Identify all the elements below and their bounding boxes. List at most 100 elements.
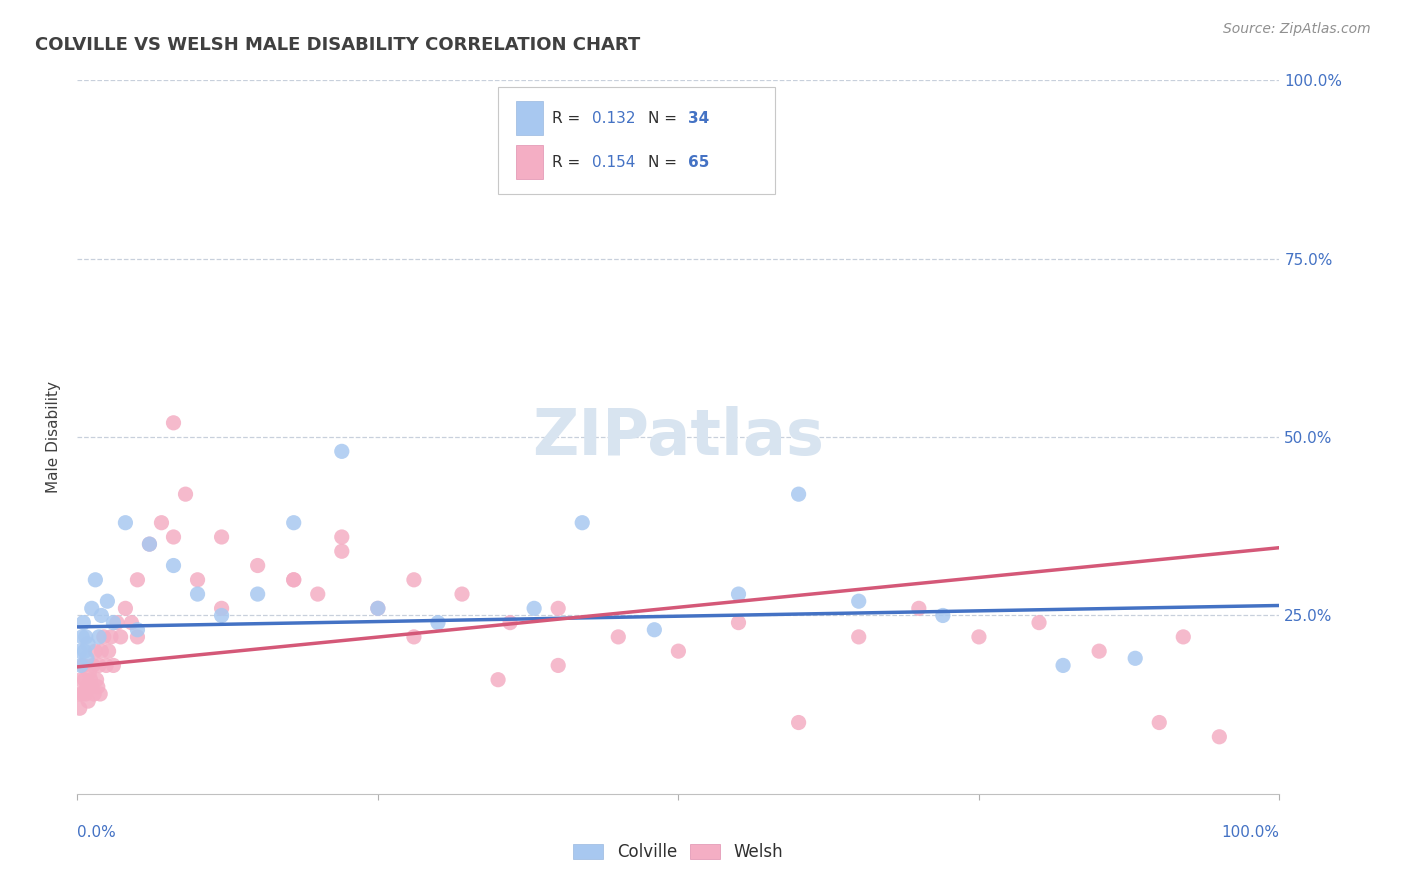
Point — [72, 615, 94, 630]
Point — [70, 658, 93, 673]
Point — [932, 608, 955, 623]
Point — [96, 658, 118, 673]
Point — [162, 558, 184, 573]
Point — [246, 587, 269, 601]
Point — [87, 630, 110, 644]
Point — [89, 687, 111, 701]
Point — [138, 537, 160, 551]
Point — [96, 594, 118, 608]
Point — [150, 516, 173, 530]
Point — [138, 537, 160, 551]
Point — [187, 573, 209, 587]
Point — [69, 701, 91, 715]
Legend: Colville, Welsh: Colville, Welsh — [567, 837, 790, 868]
Point — [1088, 644, 1111, 658]
Text: R =: R = — [553, 155, 585, 169]
Point — [402, 630, 425, 644]
Point — [83, 687, 105, 701]
Point — [79, 673, 101, 687]
Point — [75, 630, 97, 644]
Point — [79, 665, 101, 680]
Point — [848, 594, 870, 608]
Point — [787, 715, 810, 730]
Point — [87, 658, 110, 673]
Point — [330, 544, 353, 558]
Point — [187, 587, 209, 601]
Text: ZIPatlas: ZIPatlas — [533, 406, 824, 468]
Point — [77, 637, 100, 651]
Point — [787, 487, 810, 501]
Point — [523, 601, 546, 615]
Text: 100.0%: 100.0% — [1222, 825, 1279, 840]
Point — [330, 444, 353, 458]
Point — [90, 608, 112, 623]
Point — [1052, 658, 1074, 673]
Point — [69, 644, 91, 658]
Point — [76, 651, 98, 665]
Point — [70, 673, 93, 687]
Point — [114, 601, 136, 615]
Point — [93, 630, 115, 644]
Point — [367, 601, 389, 615]
Text: N =: N = — [648, 155, 682, 169]
Point — [103, 658, 125, 673]
Point — [211, 530, 233, 544]
Point — [330, 530, 353, 544]
Text: 0.154: 0.154 — [592, 155, 636, 169]
Bar — [516, 101, 543, 136]
Point — [571, 516, 593, 530]
Point — [451, 587, 474, 601]
Point — [114, 516, 136, 530]
Point — [86, 673, 108, 687]
Text: COLVILLE VS WELSH MALE DISABILITY CORRELATION CHART: COLVILLE VS WELSH MALE DISABILITY CORREL… — [35, 36, 640, 54]
Point — [73, 644, 96, 658]
Point — [80, 680, 103, 694]
Bar — [516, 145, 543, 179]
Point — [1208, 730, 1230, 744]
Point — [402, 573, 425, 587]
Point — [211, 601, 233, 615]
Point — [283, 573, 305, 587]
Point — [76, 680, 98, 694]
Text: N =: N = — [648, 111, 682, 126]
Point — [367, 601, 389, 615]
Point — [82, 658, 104, 673]
Point — [1173, 630, 1195, 644]
Point — [162, 416, 184, 430]
Point — [668, 644, 690, 658]
Point — [848, 630, 870, 644]
Point — [70, 630, 93, 644]
Point — [427, 615, 450, 630]
Y-axis label: Male Disability: Male Disability — [46, 381, 62, 493]
Point — [80, 601, 103, 615]
Point — [120, 615, 142, 630]
Text: R =: R = — [553, 111, 585, 126]
Point — [105, 615, 128, 630]
Point — [486, 673, 509, 687]
Point — [97, 644, 120, 658]
Text: 34: 34 — [688, 111, 709, 126]
Point — [72, 658, 94, 673]
Point — [547, 658, 569, 673]
Text: 0.0%: 0.0% — [77, 825, 117, 840]
Point — [246, 558, 269, 573]
Point — [110, 630, 132, 644]
Point — [211, 608, 233, 623]
Point — [70, 687, 93, 701]
Point — [90, 644, 112, 658]
Text: 65: 65 — [688, 155, 710, 169]
Point — [607, 630, 630, 644]
Point — [87, 680, 110, 694]
Point — [727, 587, 749, 601]
Point — [73, 673, 96, 687]
Point — [967, 630, 990, 644]
Point — [283, 573, 305, 587]
Point — [174, 487, 197, 501]
Point — [643, 623, 665, 637]
Point — [75, 687, 97, 701]
Point — [1028, 615, 1050, 630]
Point — [1149, 715, 1171, 730]
Point — [100, 630, 122, 644]
Point — [103, 615, 125, 630]
Point — [162, 530, 184, 544]
